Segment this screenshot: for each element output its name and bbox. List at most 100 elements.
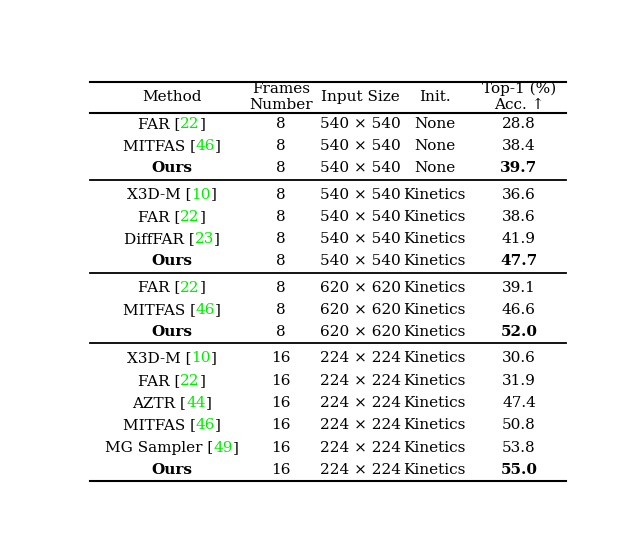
- Text: 41.9: 41.9: [502, 232, 536, 246]
- Text: 16: 16: [271, 396, 291, 410]
- Text: Kinetics: Kinetics: [403, 210, 466, 224]
- Text: 620 × 620: 620 × 620: [320, 303, 401, 317]
- Text: None: None: [414, 139, 455, 153]
- Text: ]: ]: [215, 139, 221, 153]
- Text: 10: 10: [191, 188, 211, 201]
- Text: 31.9: 31.9: [502, 374, 536, 388]
- Text: Input Size: Input Size: [321, 90, 399, 104]
- Text: 16: 16: [271, 418, 291, 432]
- Text: 224 × 224: 224 × 224: [320, 374, 401, 388]
- Text: 39.1: 39.1: [502, 281, 536, 295]
- Text: 16: 16: [271, 374, 291, 388]
- Text: 224 × 224: 224 × 224: [320, 351, 401, 365]
- Text: FAR [: FAR [: [138, 281, 180, 295]
- Text: 22: 22: [180, 210, 200, 224]
- Text: 30.6: 30.6: [502, 351, 536, 365]
- Text: 8: 8: [276, 255, 285, 269]
- Text: 224 × 224: 224 × 224: [320, 396, 401, 410]
- Text: Kinetics: Kinetics: [403, 396, 466, 410]
- Text: Ours: Ours: [151, 255, 192, 269]
- Text: ]: ]: [211, 188, 217, 201]
- Text: 39.7: 39.7: [500, 162, 538, 175]
- Text: Kinetics: Kinetics: [403, 303, 466, 317]
- Text: 44: 44: [186, 396, 205, 410]
- Text: 36.6: 36.6: [502, 188, 536, 201]
- Text: Kinetics: Kinetics: [403, 463, 466, 477]
- Text: ]: ]: [205, 396, 211, 410]
- Text: Kinetics: Kinetics: [403, 255, 466, 269]
- Text: 8: 8: [276, 162, 285, 175]
- Text: ]: ]: [233, 441, 239, 455]
- Text: 620 × 620: 620 × 620: [320, 281, 401, 295]
- Text: MITFAS [: MITFAS [: [123, 303, 196, 317]
- Text: 46.6: 46.6: [502, 303, 536, 317]
- Text: Ours: Ours: [151, 162, 192, 175]
- Text: Method: Method: [142, 90, 202, 104]
- Text: Kinetics: Kinetics: [403, 418, 466, 432]
- Text: 49: 49: [213, 441, 233, 455]
- Text: AZTR [: AZTR [: [132, 396, 186, 410]
- Text: ]: ]: [200, 210, 205, 224]
- Text: 47.7: 47.7: [500, 255, 538, 269]
- Text: ]: ]: [214, 232, 220, 246]
- Text: Kinetics: Kinetics: [403, 232, 466, 246]
- Text: 38.6: 38.6: [502, 210, 536, 224]
- Text: Kinetics: Kinetics: [403, 325, 466, 339]
- Text: 8: 8: [276, 117, 285, 131]
- Text: 22: 22: [180, 374, 200, 388]
- Text: 8: 8: [276, 188, 285, 201]
- Text: 16: 16: [271, 441, 291, 455]
- Text: 28.8: 28.8: [502, 117, 536, 131]
- Text: MITFAS [: MITFAS [: [123, 418, 196, 432]
- Text: Kinetics: Kinetics: [403, 441, 466, 455]
- Text: 540 × 540: 540 × 540: [320, 210, 401, 224]
- Text: 540 × 540: 540 × 540: [320, 188, 401, 201]
- Text: MITFAS [: MITFAS [: [123, 139, 196, 153]
- Text: ]: ]: [215, 418, 221, 432]
- Text: 52.0: 52.0: [500, 325, 538, 339]
- Text: X3D-M [: X3D-M [: [127, 351, 191, 365]
- Text: 540 × 540: 540 × 540: [320, 255, 401, 269]
- Text: FAR [: FAR [: [138, 210, 180, 224]
- Text: Kinetics: Kinetics: [403, 374, 466, 388]
- Text: 540 × 540: 540 × 540: [320, 162, 401, 175]
- Text: 22: 22: [180, 117, 200, 131]
- Text: 23: 23: [195, 232, 214, 246]
- Text: Top-1 (%)
Acc. ↑: Top-1 (%) Acc. ↑: [482, 82, 556, 112]
- Text: 50.8: 50.8: [502, 418, 536, 432]
- Text: 16: 16: [271, 463, 291, 477]
- Text: 38.4: 38.4: [502, 139, 536, 153]
- Text: 224 × 224: 224 × 224: [320, 418, 401, 432]
- Text: None: None: [414, 117, 455, 131]
- Text: 53.8: 53.8: [502, 441, 536, 455]
- Text: ]: ]: [200, 117, 205, 131]
- Text: 46: 46: [196, 303, 215, 317]
- Text: DiffFAR [: DiffFAR [: [124, 232, 195, 246]
- Text: ]: ]: [215, 303, 221, 317]
- Text: FAR [: FAR [: [138, 374, 180, 388]
- Text: Ours: Ours: [151, 463, 192, 477]
- Text: Init.: Init.: [419, 90, 451, 104]
- Text: 540 × 540: 540 × 540: [320, 139, 401, 153]
- Text: 540 × 540: 540 × 540: [320, 117, 401, 131]
- Text: FAR [: FAR [: [138, 117, 180, 131]
- Text: 46: 46: [196, 139, 215, 153]
- Text: 620 × 620: 620 × 620: [320, 325, 401, 339]
- Text: 8: 8: [276, 325, 285, 339]
- Text: Kinetics: Kinetics: [403, 188, 466, 201]
- Text: 47.4: 47.4: [502, 396, 536, 410]
- Text: 8: 8: [276, 232, 285, 246]
- Text: MG Sampler [: MG Sampler [: [105, 441, 213, 455]
- Text: Kinetics: Kinetics: [403, 281, 466, 295]
- Text: Kinetics: Kinetics: [403, 351, 466, 365]
- Text: 8: 8: [276, 303, 285, 317]
- Text: 10: 10: [191, 351, 211, 365]
- Text: Ours: Ours: [151, 325, 192, 339]
- Text: 8: 8: [276, 281, 285, 295]
- Text: 22: 22: [180, 281, 200, 295]
- Text: 224 × 224: 224 × 224: [320, 441, 401, 455]
- Text: ]: ]: [211, 351, 217, 365]
- Text: ]: ]: [200, 281, 205, 295]
- Text: X3D-M [: X3D-M [: [127, 188, 191, 201]
- Text: Frames
Number: Frames Number: [249, 82, 313, 112]
